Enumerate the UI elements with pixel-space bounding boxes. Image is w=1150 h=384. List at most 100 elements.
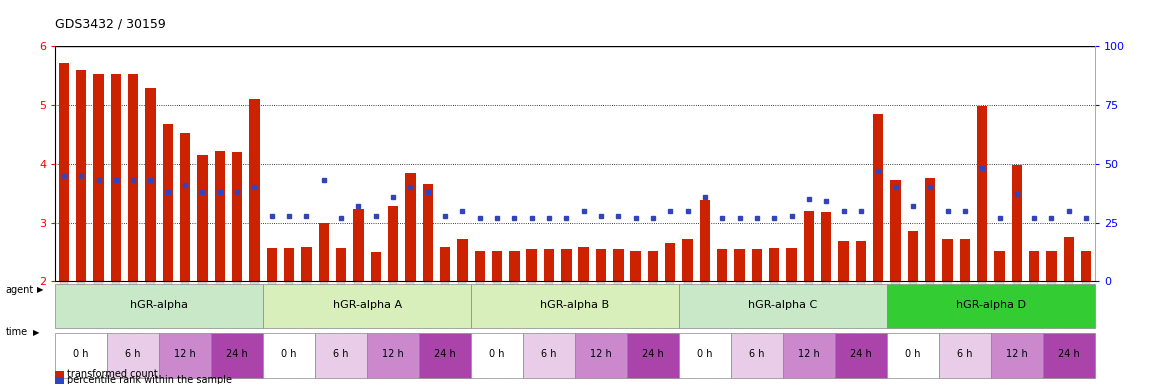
Bar [159, 333, 212, 378]
Text: 0 h: 0 h [282, 349, 297, 359]
Text: 24 h: 24 h [642, 349, 664, 359]
Text: hGR-alpha C: hGR-alpha C [749, 300, 818, 310]
Bar [873, 114, 883, 281]
Bar [336, 248, 346, 281]
Text: agent: agent [6, 285, 34, 295]
Text: 0 h: 0 h [74, 349, 89, 359]
Bar [267, 248, 277, 281]
Bar [596, 249, 606, 281]
Bar [1064, 237, 1074, 281]
Bar [1012, 165, 1022, 281]
Bar [887, 284, 1095, 328]
Bar [232, 152, 243, 281]
Text: 6 h: 6 h [125, 349, 141, 359]
Text: 0 h: 0 h [697, 349, 713, 359]
Text: 0 h: 0 h [489, 349, 505, 359]
Bar [838, 242, 849, 281]
Bar [678, 284, 887, 328]
Bar [907, 232, 918, 281]
Bar [678, 333, 731, 378]
Bar [128, 74, 138, 281]
Text: transformed count: transformed count [67, 369, 158, 379]
Bar [995, 251, 1005, 281]
Bar [665, 243, 675, 281]
Bar [162, 124, 172, 281]
Bar [263, 333, 315, 378]
Bar [856, 242, 866, 281]
Bar [55, 284, 263, 328]
Bar [925, 179, 935, 281]
Text: 6 h: 6 h [334, 349, 348, 359]
Text: 12 h: 12 h [590, 349, 612, 359]
Bar [458, 239, 468, 281]
Bar [630, 251, 641, 281]
Bar [769, 248, 780, 281]
Bar [439, 247, 451, 281]
Bar [991, 333, 1043, 378]
Bar [145, 88, 155, 281]
Bar [890, 180, 900, 281]
Bar [1029, 251, 1040, 281]
Bar [821, 212, 831, 281]
Bar [388, 206, 398, 281]
Text: 6 h: 6 h [749, 349, 765, 359]
Bar [561, 249, 572, 281]
Bar [752, 249, 762, 281]
Bar [93, 74, 104, 281]
Bar [835, 333, 887, 378]
Bar [1046, 251, 1057, 281]
Bar [263, 284, 472, 328]
Bar [250, 99, 260, 281]
Bar [107, 333, 159, 378]
Bar [804, 211, 814, 281]
Bar [627, 333, 678, 378]
Bar [419, 333, 471, 378]
Text: 6 h: 6 h [542, 349, 557, 359]
Bar [942, 239, 952, 281]
Bar [544, 249, 554, 281]
Text: 12 h: 12 h [798, 349, 820, 359]
Text: 24 h: 24 h [435, 349, 455, 359]
Bar [575, 333, 627, 378]
Bar [405, 172, 415, 281]
Text: ▶: ▶ [33, 328, 40, 337]
Bar [59, 63, 69, 281]
Bar [735, 249, 745, 281]
Bar [472, 333, 523, 378]
Text: 12 h: 12 h [175, 349, 196, 359]
Text: time: time [6, 327, 28, 337]
Text: 24 h: 24 h [850, 349, 872, 359]
Bar [475, 251, 485, 281]
Bar [527, 249, 537, 281]
Text: 12 h: 12 h [1006, 349, 1028, 359]
Bar [198, 155, 208, 281]
Bar [523, 333, 575, 378]
Text: ▶: ▶ [37, 285, 44, 295]
Bar [215, 151, 225, 281]
Bar [509, 251, 520, 281]
Bar [682, 239, 692, 281]
Bar [787, 248, 797, 281]
Bar [353, 209, 363, 281]
Text: 24 h: 24 h [227, 349, 248, 359]
Text: hGR-alpha: hGR-alpha [130, 300, 189, 310]
Text: hGR-alpha B: hGR-alpha B [540, 300, 610, 310]
Bar [1043, 333, 1095, 378]
Bar [647, 251, 658, 281]
Bar [472, 284, 678, 328]
Bar [315, 333, 367, 378]
Text: percentile rank within the sample: percentile rank within the sample [67, 375, 231, 384]
Bar [301, 247, 312, 281]
Text: GDS3432 / 30159: GDS3432 / 30159 [55, 17, 166, 30]
Bar [699, 200, 711, 281]
Bar [179, 133, 191, 281]
Text: 12 h: 12 h [382, 349, 404, 359]
Bar [578, 247, 589, 281]
Bar [110, 74, 121, 281]
Bar [731, 333, 783, 378]
Bar [492, 251, 503, 281]
Bar [783, 333, 835, 378]
Bar [613, 249, 623, 281]
Bar [319, 223, 329, 281]
Bar [978, 106, 988, 281]
